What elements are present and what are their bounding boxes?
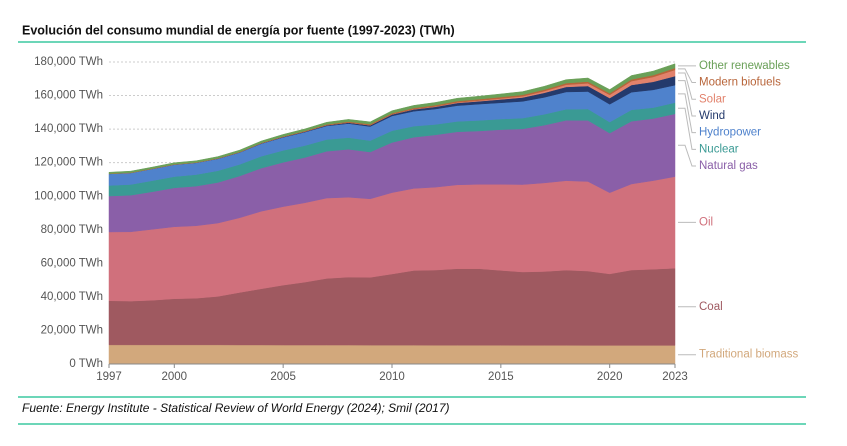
x-tick-label: 2023 (662, 371, 688, 383)
x-tick-label: 2020 (597, 371, 623, 383)
legend-label: Natural gas (699, 160, 758, 172)
x-tick-label: 1997 (96, 371, 122, 383)
legend-connector (678, 80, 696, 117)
chart-title: Evolución del consumo mundial de energía… (22, 23, 455, 37)
legend-connector (678, 72, 696, 100)
legend-label: Other renewables (699, 60, 790, 72)
y-tick-label: 120,000 TWh (34, 157, 103, 169)
x-tick-label: 2010 (379, 371, 405, 383)
area (108, 63, 676, 174)
y-tick-label: 140,000 TWh (34, 123, 103, 135)
source-note: Fuente: Energy Institute - Statistical R… (22, 401, 450, 415)
y-tick-label: 0 TWh (69, 358, 103, 370)
y-tick-label: 60,000 TWh (41, 257, 103, 269)
legend-label: Oil (699, 216, 713, 228)
y-tick-label: 100,000 TWh (34, 190, 103, 202)
legend-label: Solar (699, 93, 726, 105)
legend-label: Hydropower (699, 127, 761, 139)
x-tick-label: 2000 (162, 371, 188, 383)
y-tick-label: 80,000 TWh (41, 224, 103, 236)
legend-connector (678, 144, 696, 167)
legend-label: Nuclear (699, 143, 739, 155)
y-tick-label: 180,000 TWh (34, 56, 103, 68)
legend-connector (678, 68, 696, 84)
y-tick-label: 40,000 TWh (41, 291, 103, 303)
area (108, 344, 676, 365)
x-tick-label: 2005 (270, 371, 296, 383)
legend-label: Traditional biomass (699, 349, 799, 361)
legend-label: Wind (699, 110, 725, 122)
y-tick-label: 160,000 TWh (34, 90, 103, 102)
legend-connector (678, 107, 696, 150)
y-tick-label: 20,000 TWh (41, 324, 103, 336)
legend-label: Coal (699, 301, 723, 313)
legend-label: Modern biofuels (699, 77, 781, 89)
legend-connector (678, 93, 696, 134)
x-tick-label: 2015 (488, 371, 514, 383)
